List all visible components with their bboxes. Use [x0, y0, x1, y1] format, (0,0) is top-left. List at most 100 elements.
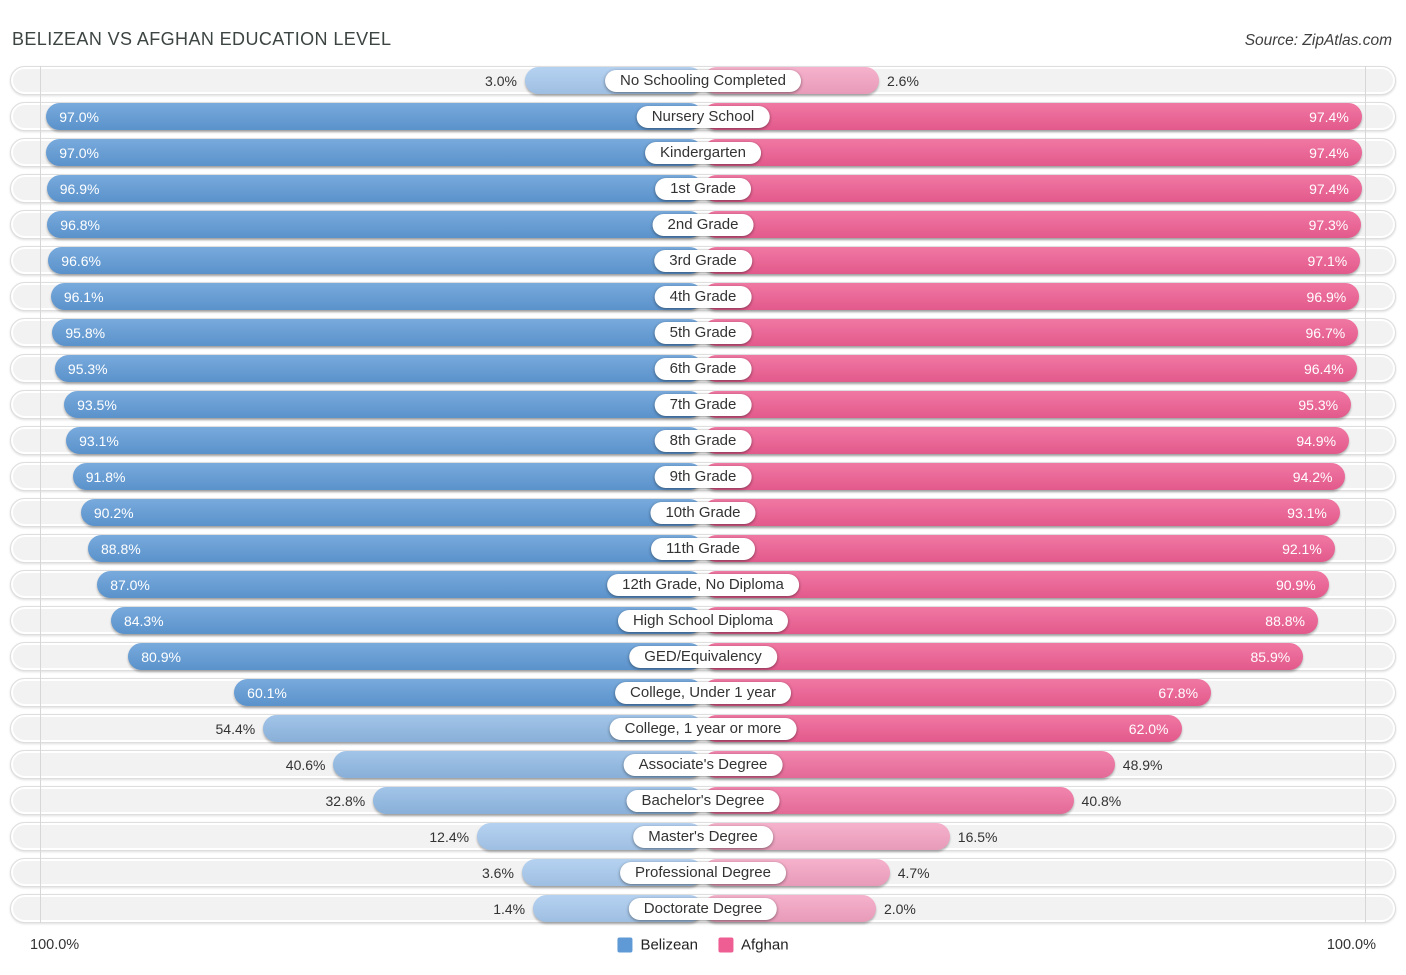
category-label: Master's Degree [633, 825, 773, 848]
source-attribution: Source: ZipAtlas.com [1244, 32, 1392, 49]
belizean-value-label: 60.1% [247, 684, 287, 701]
belizean-value-label: 97.0% [59, 108, 99, 125]
afghan-value-label: 92.1% [1282, 540, 1322, 557]
afghan-bar: 90.9% [703, 571, 1329, 598]
chart-row: 3.0% 2.6% No Schooling Completed [10, 66, 1396, 95]
belizean-value-label: 32.8% [325, 792, 366, 809]
belizean-bar: 96.6% [48, 247, 703, 274]
afghan-half: 88.8% [703, 607, 1395, 634]
chart-row: 80.9% 85.9% GED/Equivalency [10, 642, 1396, 671]
afghan-bar: 88.8% [703, 607, 1318, 634]
belizean-half: 80.9% [11, 643, 703, 670]
chart-row: 93.5% 95.3% 7th Grade [10, 390, 1396, 419]
afghan-value-label: 2.0% [883, 900, 916, 917]
category-label: 3rd Grade [654, 249, 752, 272]
belizean-bar: 93.1% [66, 427, 703, 454]
belizean-half: 12.4% [11, 823, 703, 850]
afghan-value-label: 97.3% [1308, 216, 1349, 233]
belizean-value-label: 95.3% [67, 360, 108, 377]
afghan-half: 90.9% [703, 571, 1395, 598]
chart-header: BELIZEAN VS AFGHAN EDUCATION LEVEL Sourc… [0, 0, 1406, 50]
afghan-half: 4.7% [703, 859, 1395, 886]
chart-footer: 100.0% Belizean Afghan 100.0% [30, 931, 1376, 959]
afghan-bar: 94.9% [703, 427, 1350, 454]
afghan-half: 40.8% [703, 787, 1395, 814]
afghan-value-label: 16.5% [957, 828, 998, 845]
belizean-half: 95.3% [11, 355, 703, 382]
chart-row: 84.3% 88.8% High School Diploma [10, 606, 1396, 635]
afghan-value-label: 97.4% [1309, 108, 1349, 125]
belizean-bar: 97.0% [46, 139, 703, 166]
chart-row: 3.6% 4.7% Professional Degree [10, 858, 1396, 887]
belizean-half: 96.6% [11, 247, 703, 274]
chart-row: 93.1% 94.9% 8th Grade [10, 426, 1396, 455]
category-label: 4th Grade [654, 285, 752, 308]
chart-row: 97.0% 97.4% Kindergarten [10, 138, 1396, 167]
afghan-bar: 97.1% [703, 247, 1361, 274]
belizean-value-label: 88.8% [101, 540, 141, 557]
belizean-half: 54.4% [11, 715, 703, 742]
belizean-value-label: 84.3% [123, 612, 164, 629]
afghan-half: 96.4% [703, 355, 1395, 382]
afghan-half: 94.9% [703, 427, 1395, 454]
category-label: 1st Grade [655, 177, 751, 200]
belizean-value-label: 97.0% [59, 144, 99, 161]
chart-row: 95.3% 96.4% 6th Grade [10, 354, 1396, 383]
afghan-bar: 97.4% [703, 103, 1362, 130]
afghan-half: 48.9% [703, 751, 1395, 778]
belizean-value-label: 54.4% [215, 720, 256, 737]
afghan-half: 97.1% [703, 247, 1395, 274]
afghan-bar: 93.1% [703, 499, 1340, 526]
afghan-half: 96.9% [703, 283, 1395, 310]
belizean-bar: 95.8% [52, 319, 703, 346]
afghan-half: 85.9% [703, 643, 1395, 670]
belizean-value-label: 96.8% [60, 216, 100, 233]
belizean-bar: 80.9% [128, 643, 703, 670]
belizean-bar: 84.3% [110, 607, 703, 634]
belizean-value-label: 40.6% [285, 756, 326, 773]
category-label: 6th Grade [654, 357, 752, 380]
afghan-value-label: 97.1% [1307, 252, 1348, 269]
category-label: 7th Grade [654, 393, 752, 416]
chart-row: 12.4% 16.5% Master's Degree [10, 822, 1396, 851]
axis-gridline-right [1365, 66, 1366, 923]
belizean-half: 3.6% [11, 859, 703, 886]
belizean-bar: 88.8% [88, 535, 703, 562]
afghan-bar: 97.4% [703, 175, 1362, 202]
category-label: 10th Grade [650, 501, 756, 524]
legend-item-belizean: Belizean [617, 937, 698, 954]
belizean-half: 96.8% [11, 211, 703, 238]
chart-row: 54.4% 62.0% College, 1 year or more [10, 714, 1396, 743]
belizean-value-label: 3.0% [485, 72, 517, 89]
afghan-value-label: 4.7% [897, 864, 930, 881]
belizean-half: 96.9% [11, 175, 703, 202]
afghan-half: 96.7% [703, 319, 1395, 346]
chart-row: 97.0% 97.4% Nursery School [10, 102, 1396, 131]
axis-max-label-right: 100.0% [1326, 937, 1376, 953]
afghan-value-label: 96.4% [1303, 360, 1344, 377]
belizean-value-label: 90.2% [93, 504, 134, 521]
chart-row: 96.8% 97.3% 2nd Grade [10, 210, 1396, 239]
afghan-value-label: 48.9% [1122, 756, 1163, 773]
belizean-bar: 91.8% [72, 463, 703, 490]
category-label: 9th Grade [654, 465, 752, 488]
belizean-value-label: 96.9% [59, 180, 100, 197]
belizean-bar: 93.5% [64, 391, 703, 418]
category-label: Kindergarten [645, 141, 761, 164]
chart-row: 60.1% 67.8% College, Under 1 year [10, 678, 1396, 707]
belizean-half: 90.2% [11, 499, 703, 526]
belizean-half: 91.8% [11, 463, 703, 490]
category-label: 5th Grade [654, 321, 752, 344]
chart-row: 96.9% 97.4% 1st Grade [10, 174, 1396, 203]
belizean-value-label: 12.4% [429, 828, 470, 845]
page-title: BELIZEAN VS AFGHAN EDUCATION LEVEL [12, 29, 392, 49]
category-label: 11th Grade [651, 537, 755, 560]
belizean-half: 40.6% [11, 751, 703, 778]
afghan-half: 2.6% [703, 67, 1395, 94]
afghan-half: 94.2% [703, 463, 1395, 490]
chart-row: 88.8% 92.1% 11th Grade [10, 534, 1396, 563]
category-label: College, Under 1 year [615, 681, 791, 704]
category-label: High School Diploma [617, 609, 789, 632]
belizean-half: 97.0% [11, 139, 703, 166]
afghan-half: 2.0% [703, 895, 1395, 922]
